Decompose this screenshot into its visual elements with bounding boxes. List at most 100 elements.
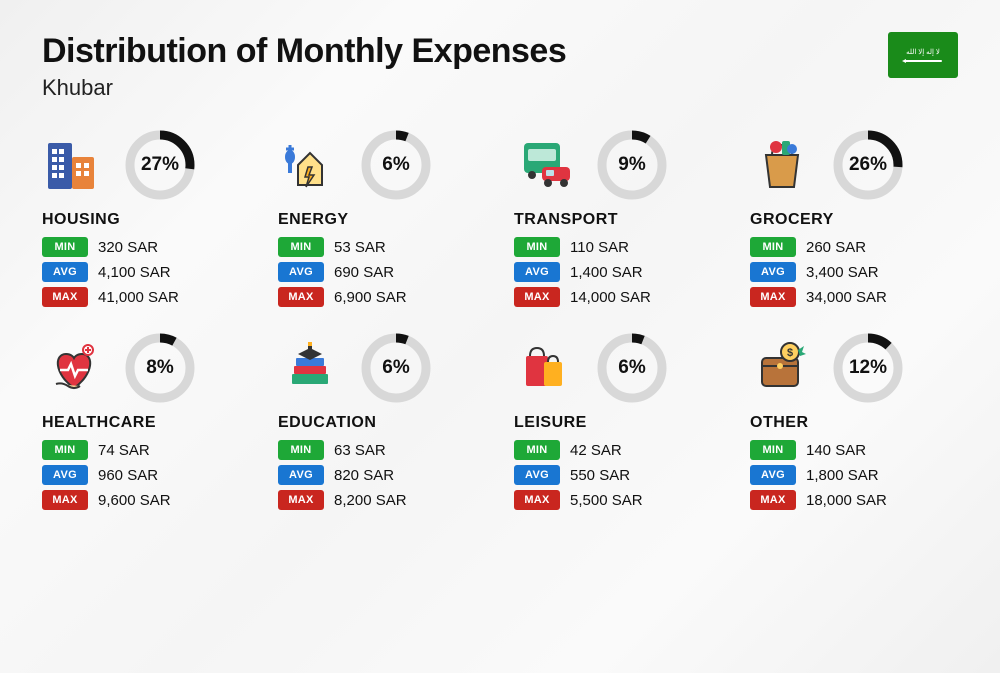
- min-badge: MIN: [514, 440, 560, 460]
- stat-min-row: MIN 320 SAR: [42, 237, 250, 257]
- category-name: OTHER: [750, 414, 958, 432]
- max-value: 34,000 SAR: [806, 289, 887, 306]
- stat-avg-row: AVG 550 SAR: [514, 465, 722, 485]
- energy-icon: [278, 135, 342, 195]
- title-block: Distribution of Monthly Expenses Khubar: [42, 32, 566, 101]
- min-value: 63 SAR: [334, 442, 386, 459]
- grocery-icon: [750, 135, 814, 195]
- percentage-label: 26%: [849, 154, 887, 176]
- percentage-donut: 27%: [124, 129, 196, 201]
- stat-avg-row: AVG 4,100 SAR: [42, 262, 250, 282]
- stat-max-row: MAX 34,000 SAR: [750, 287, 958, 307]
- max-value: 5,500 SAR: [570, 492, 643, 509]
- max-value: 41,000 SAR: [98, 289, 179, 306]
- max-badge: MAX: [750, 287, 796, 307]
- stat-max-row: MAX 18,000 SAR: [750, 490, 958, 510]
- card-top: 6%: [278, 129, 486, 201]
- stat-min-row: MIN 74 SAR: [42, 440, 250, 460]
- percentage-donut: 9%: [596, 129, 668, 201]
- stat-avg-row: AVG 1,400 SAR: [514, 262, 722, 282]
- category-card: 8% HEALTHCARE MIN 74 SAR AVG 960 SAR MAX…: [42, 332, 250, 515]
- percentage-label: 9%: [618, 154, 645, 176]
- stat-max-row: MAX 8,200 SAR: [278, 490, 486, 510]
- min-badge: MIN: [750, 237, 796, 257]
- min-badge: MIN: [278, 237, 324, 257]
- min-value: 320 SAR: [98, 239, 158, 256]
- percentage-donut: 6%: [360, 332, 432, 404]
- stat-avg-row: AVG 1,800 SAR: [750, 465, 958, 485]
- category-grid: 27% HOUSING MIN 320 SAR AVG 4,100 SAR MA…: [42, 129, 958, 515]
- min-value: 74 SAR: [98, 442, 150, 459]
- avg-value: 690 SAR: [334, 264, 394, 281]
- avg-value: 1,400 SAR: [570, 264, 643, 281]
- percentage-donut: 26%: [832, 129, 904, 201]
- card-top: 6%: [514, 332, 722, 404]
- category-card: 27% HOUSING MIN 320 SAR AVG 4,100 SAR MA…: [42, 129, 250, 312]
- svg-text:لا إله إلا الله: لا إله إلا الله: [906, 48, 940, 56]
- min-badge: MIN: [514, 237, 560, 257]
- max-value: 9,600 SAR: [98, 492, 171, 509]
- min-value: 42 SAR: [570, 442, 622, 459]
- min-value: 53 SAR: [334, 239, 386, 256]
- leisure-icon: [514, 338, 578, 398]
- stat-min-row: MIN 140 SAR: [750, 440, 958, 460]
- stat-avg-row: AVG 3,400 SAR: [750, 262, 958, 282]
- category-card: 6% LEISURE MIN 42 SAR AVG 550 SAR MAX 5,…: [514, 332, 722, 515]
- max-badge: MAX: [42, 287, 88, 307]
- other-icon: $: [750, 338, 814, 398]
- min-value: 140 SAR: [806, 442, 866, 459]
- category-name: TRANSPORT: [514, 211, 722, 229]
- stat-min-row: MIN 110 SAR: [514, 237, 722, 257]
- avg-badge: AVG: [514, 465, 560, 485]
- healthcare-icon: [42, 338, 106, 398]
- header: Distribution of Monthly Expenses Khubar …: [42, 32, 958, 101]
- avg-badge: AVG: [278, 465, 324, 485]
- percentage-label: 27%: [141, 154, 179, 176]
- avg-badge: AVG: [514, 262, 560, 282]
- education-icon: [278, 338, 342, 398]
- percentage-label: 8%: [146, 357, 173, 379]
- page-title: Distribution of Monthly Expenses: [42, 32, 566, 71]
- max-badge: MAX: [514, 490, 560, 510]
- max-value: 8,200 SAR: [334, 492, 407, 509]
- category-name: EDUCATION: [278, 414, 486, 432]
- category-card: 6% ENERGY MIN 53 SAR AVG 690 SAR MAX 6,9…: [278, 129, 486, 312]
- stat-avg-row: AVG 960 SAR: [42, 465, 250, 485]
- avg-badge: AVG: [278, 262, 324, 282]
- housing-icon: [42, 135, 106, 195]
- percentage-donut: 6%: [360, 129, 432, 201]
- category-card: 9% TRANSPORT MIN 110 SAR AVG 1,400 SAR M…: [514, 129, 722, 312]
- avg-value: 550 SAR: [570, 467, 630, 484]
- percentage-donut: 12%: [832, 332, 904, 404]
- stat-avg-row: AVG 820 SAR: [278, 465, 486, 485]
- stat-max-row: MAX 6,900 SAR: [278, 287, 486, 307]
- flag-saudi-arabia: لا إله إلا الله: [888, 32, 958, 78]
- avg-value: 820 SAR: [334, 467, 394, 484]
- max-badge: MAX: [278, 490, 324, 510]
- category-card: 6% EDUCATION MIN 63 SAR AVG 820 SAR MAX …: [278, 332, 486, 515]
- percentage-donut: 6%: [596, 332, 668, 404]
- percentage-donut: 8%: [124, 332, 196, 404]
- stat-min-row: MIN 63 SAR: [278, 440, 486, 460]
- stat-max-row: MAX 41,000 SAR: [42, 287, 250, 307]
- min-value: 260 SAR: [806, 239, 866, 256]
- category-name: LEISURE: [514, 414, 722, 432]
- max-value: 14,000 SAR: [570, 289, 651, 306]
- avg-value: 3,400 SAR: [806, 264, 879, 281]
- stat-min-row: MIN 53 SAR: [278, 237, 486, 257]
- svg-text:$: $: [787, 347, 793, 359]
- avg-value: 4,100 SAR: [98, 264, 171, 281]
- percentage-label: 6%: [382, 154, 409, 176]
- card-top: $ 12%: [750, 332, 958, 404]
- stat-min-row: MIN 260 SAR: [750, 237, 958, 257]
- stat-max-row: MAX 14,000 SAR: [514, 287, 722, 307]
- card-top: 9%: [514, 129, 722, 201]
- percentage-label: 12%: [849, 357, 887, 379]
- stat-max-row: MAX 9,600 SAR: [42, 490, 250, 510]
- card-top: 26%: [750, 129, 958, 201]
- min-badge: MIN: [278, 440, 324, 460]
- min-value: 110 SAR: [570, 239, 629, 256]
- card-top: 6%: [278, 332, 486, 404]
- percentage-label: 6%: [382, 357, 409, 379]
- category-name: ENERGY: [278, 211, 486, 229]
